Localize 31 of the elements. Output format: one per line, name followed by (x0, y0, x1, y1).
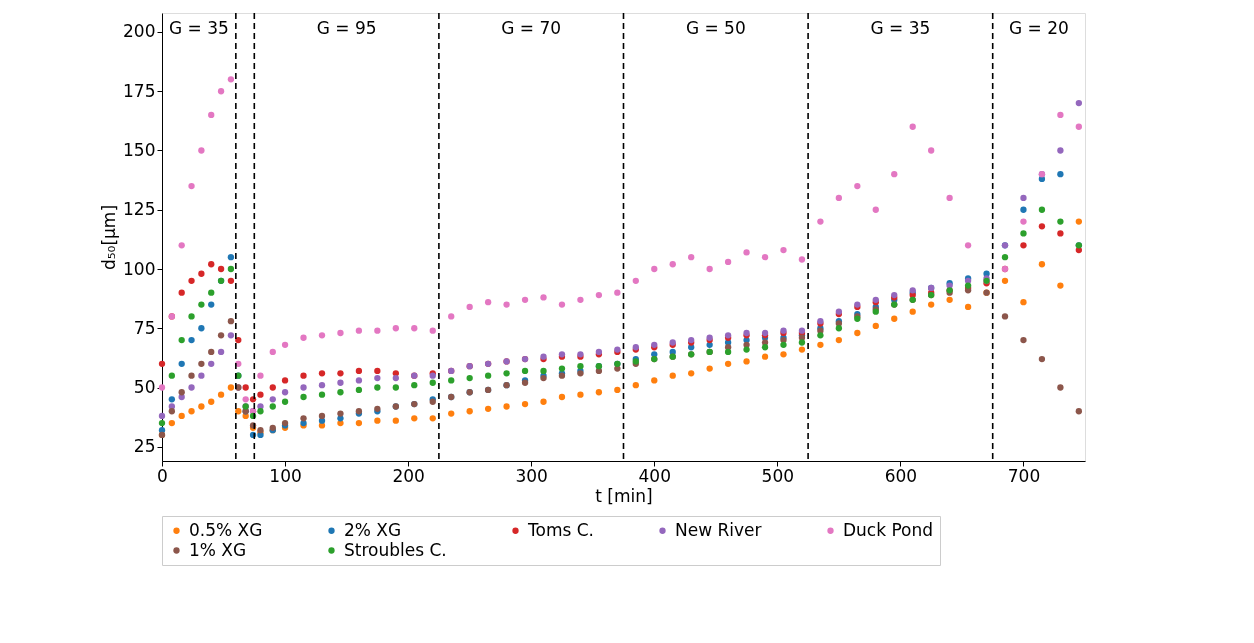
x-tick-label: 700 (1007, 465, 1041, 486)
y-axis-title: d₅₀[μm] (99, 204, 120, 271)
legend-label: 1% XG (189, 539, 247, 560)
y-tick-label: 125 (123, 199, 156, 220)
y-tick-label: 175 (123, 80, 156, 101)
annotation: G = 50 (685, 18, 746, 38)
x-tick-label: 200 (392, 465, 425, 486)
legend-label: Stroubles C. (344, 539, 447, 560)
annotation: G = 70 (501, 18, 562, 38)
x-tick-label: 100 (269, 465, 302, 486)
legend-label: New River (675, 519, 762, 540)
y-tick-label: 200 (123, 21, 156, 42)
annotation: G = 95 (316, 18, 377, 38)
x-tick-label: 600 (884, 465, 918, 486)
annotation: G = 20 (1008, 18, 1069, 38)
y-tick-label: 50 (133, 377, 156, 398)
legend-label: Toms C. (527, 519, 594, 540)
x-tick-label: 400 (638, 465, 671, 486)
y-tick-label: 100 (123, 258, 156, 279)
x-tick-label: 0 (157, 465, 168, 486)
y-tick-label: 25 (133, 436, 156, 457)
y-tick-label: 150 (123, 139, 156, 160)
y-tick-label: 75 (133, 317, 156, 338)
legend-label: 2% XG (344, 519, 402, 540)
annotation: G = 35 (870, 18, 931, 38)
legend-label: Duck Pond (843, 519, 934, 540)
x-tick-label: 500 (761, 465, 795, 486)
legend-label: 0.5% XG (189, 519, 263, 540)
x-axis-title: t [min] (595, 485, 653, 506)
x-tick-label: 300 (515, 465, 548, 486)
annotation: G = 35 (168, 18, 229, 38)
